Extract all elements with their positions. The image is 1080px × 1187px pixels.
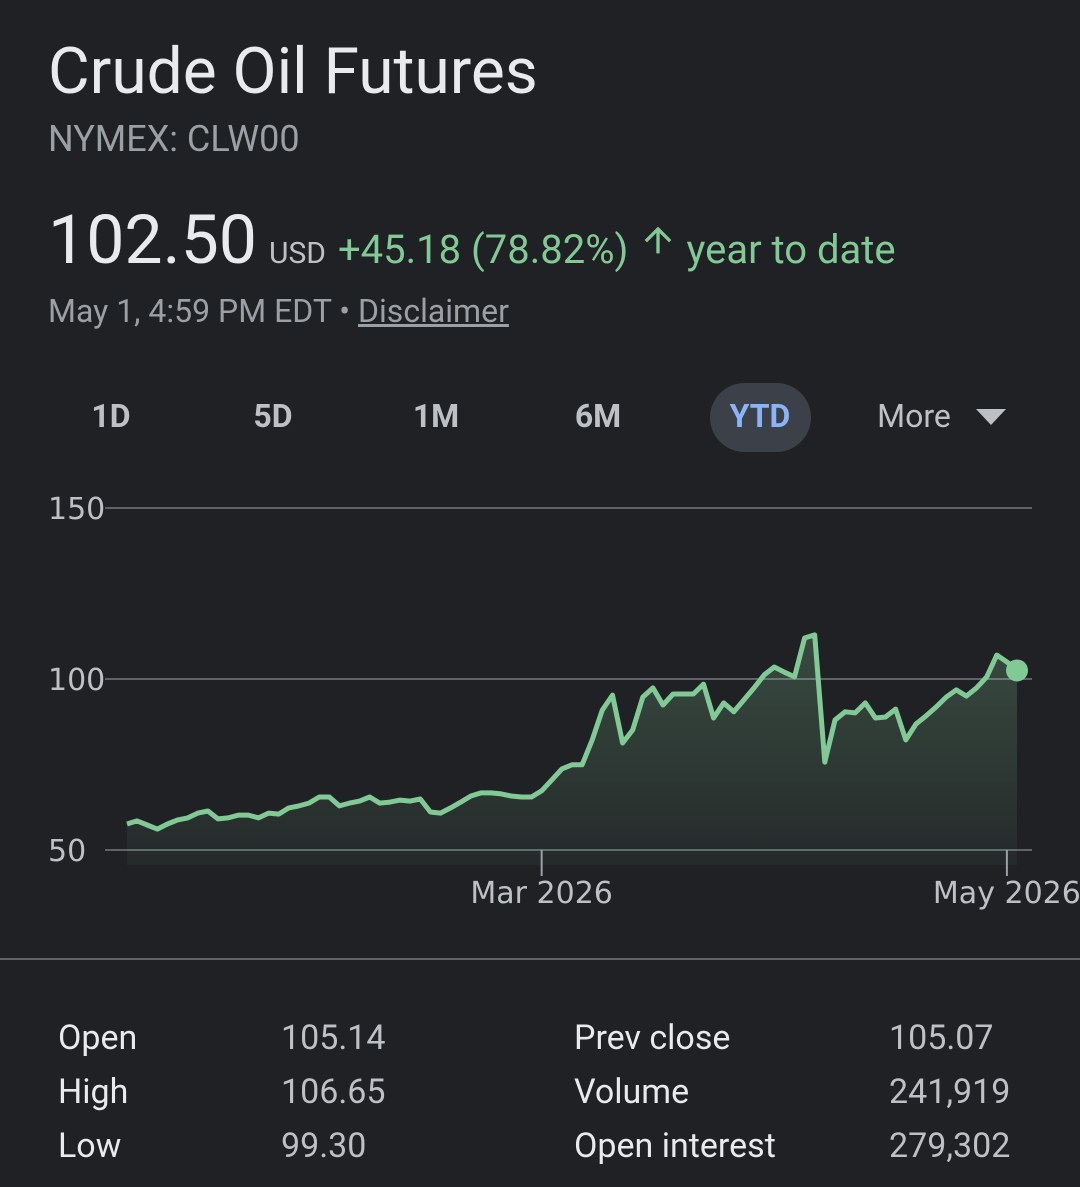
range-tab[interactable]: YTD	[729, 397, 791, 435]
up-arrow	[645, 226, 672, 254]
stat-label: Open	[58, 1018, 138, 1058]
stat-label: Low	[58, 1126, 122, 1166]
stat-label: Prev close	[574, 1018, 731, 1058]
range-tab[interactable]: More	[877, 397, 951, 435]
stat-value: 105.07	[889, 1018, 994, 1058]
y-tick-label: 50	[48, 834, 86, 869]
stat-value: 279,302	[889, 1126, 1011, 1166]
stat-label: Volume	[574, 1072, 690, 1112]
change: +45.18 (78.82%)	[337, 226, 629, 273]
y-tick-label: 100	[48, 663, 105, 698]
stat-value: 106.65	[281, 1072, 386, 1112]
range-tab[interactable]: 1M	[412, 397, 460, 435]
stat-label: High	[58, 1072, 129, 1112]
x-tick-label: Mar 2026	[470, 876, 613, 911]
disclaimer-link[interactable]: Disclaimer	[358, 292, 509, 330]
range-tab[interactable]: 5D	[253, 397, 293, 435]
range-tab[interactable]: 1D	[91, 397, 131, 435]
price-line	[126, 632, 1019, 832]
range-tab[interactable]: 6M	[574, 397, 622, 435]
currency: USD	[269, 236, 326, 271]
title: Crude Oil Futures	[48, 34, 538, 109]
x-tick-label: May 2026	[933, 876, 1080, 911]
stat-value: 241,919	[889, 1072, 1011, 1112]
chart: 50 100 150 Mar 2026 May 2026	[48, 492, 1080, 911]
dropdown-icon	[976, 409, 1006, 425]
stat-value: 99.30	[281, 1126, 367, 1166]
period: year to date	[686, 226, 896, 273]
divider	[0, 958, 1080, 960]
price-row: 102.50 USD +45.18 (78.82%) year to date	[48, 200, 896, 280]
price: 102.50	[48, 200, 258, 280]
y-tick-label: 150	[48, 492, 105, 527]
selected-tab-bg	[710, 383, 811, 452]
exchange: NYMEX: CLW00	[48, 118, 300, 160]
timestamp: May 1, 4:59 PM EDT	[48, 292, 332, 330]
last-point	[1006, 659, 1028, 682]
stat-label: Open interest	[574, 1126, 776, 1166]
timestamp-row: May 1, 4:59 PM EDT • Disclaimer	[48, 292, 509, 330]
separator: •	[339, 292, 351, 330]
stat-value: 105.14	[281, 1018, 386, 1058]
area	[127, 634, 1017, 865]
